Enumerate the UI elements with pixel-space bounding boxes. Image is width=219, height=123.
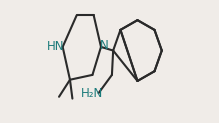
Text: HN: HN	[47, 40, 65, 53]
Text: H₂N: H₂N	[81, 87, 103, 100]
Text: N: N	[100, 39, 109, 52]
